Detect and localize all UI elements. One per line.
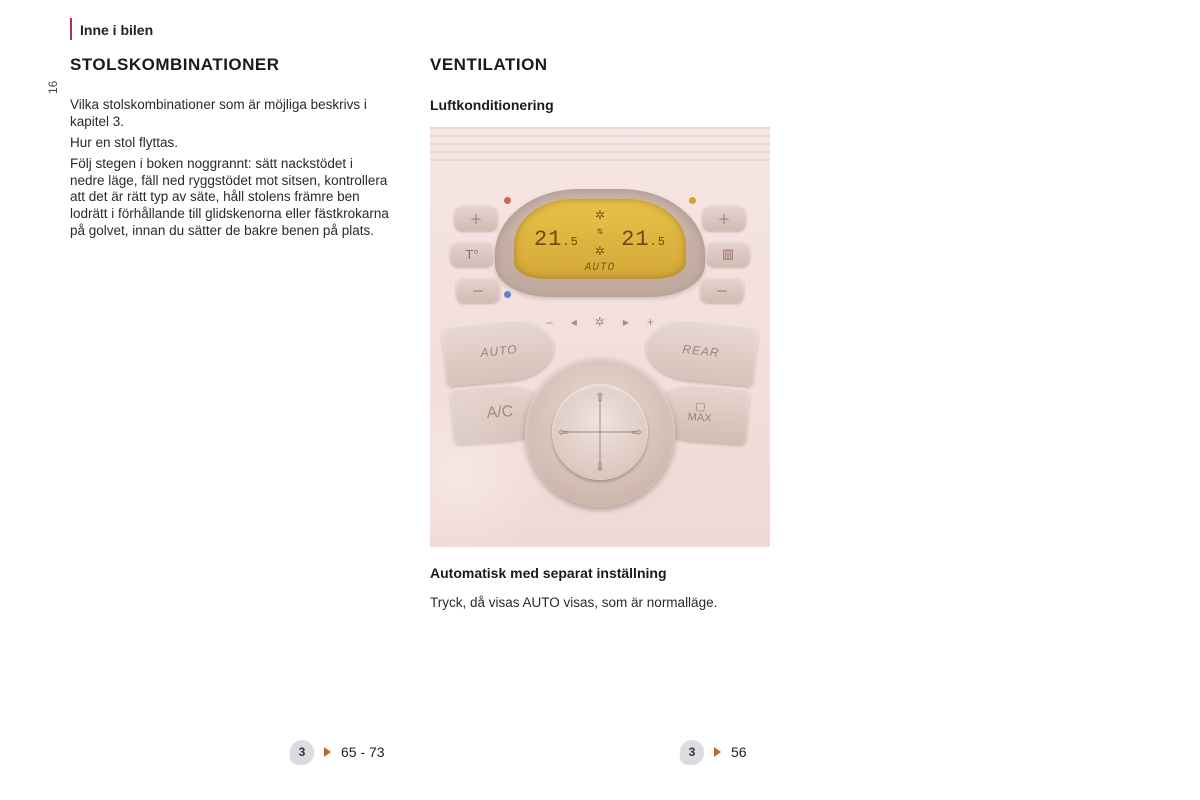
fan-arrow-row: – ◂ ✲ ▸ + [546,315,654,329]
chevron-right-icon [324,747,331,757]
dial-left-icon: ⇦ [558,425,568,439]
dial-right-icon: ⇨ [632,425,642,439]
dial-up-icon: ⇧ [595,390,605,404]
chevron-right-icon [714,747,721,757]
lcd-temp-left: 21.5 [534,227,579,252]
lcd-temp-right: 21.5 [621,227,666,252]
indicator-dot-blue [504,291,511,298]
heading-seats: STOLSKOMBINATIONER [70,55,390,75]
subheading-ac: Luftkonditionering [430,97,770,113]
windshield-icon: ▢MAX [687,401,712,425]
heading-ventilation: VENTILATION [430,55,770,75]
fan-left-icon: ◂ [571,315,577,329]
column-left: STOLSKOMBINATIONER Vilka stolskombinatio… [70,55,390,244]
column-right: VENTILATION Luftkonditionering 21.5 ✲ ⇅ … [430,55,770,616]
lcd-temp-right-dec: .5 [650,235,666,249]
lcd-temp-right-int: 21 [621,227,649,252]
fan-plus-icon: + [647,315,654,329]
indicator-dot-amber [689,197,696,204]
climate-control-figure: 21.5 ✲ ⇅ ✲ AUTO 21.5 ＋ T° － ＋ ▥ － [430,127,770,547]
fan-right-icon: ▸ [623,315,629,329]
max-label: MAX [687,412,712,425]
indicator-dot-red [504,197,511,204]
temp-up-right-button[interactable]: ＋ [702,205,746,231]
airflow-icon: ⇅ [597,226,603,238]
dial-down-icon: ⇩ [595,460,605,474]
auto-button[interactable]: AUTO [441,315,557,386]
auto-paragraph: Tryck, då visas AUTO visas, som är norma… [430,595,770,612]
page-number: 16 [46,81,60,94]
auto-button-label: AUTO [480,342,518,360]
seats-p2: Hur en stol flyttas. [70,135,390,152]
temp-down-left-button[interactable]: － [456,277,500,303]
lcd-center: ✲ ⇅ ✲ AUTO [585,204,615,274]
temp-up-left-button[interactable]: ＋ [454,205,498,231]
page-ref-left: 3 65 - 73 [290,740,385,764]
temp-mid-left-button[interactable]: T° [450,241,494,267]
chapter-chip: 3 [290,740,314,764]
lcd-temp-left-dec: .5 [562,235,578,249]
seats-p3: Följ stegen i boken noggrannt: sätt nack… [70,156,390,240]
fan-icon: ✲ [595,204,605,224]
dash-vent-slats [430,127,770,163]
seats-p1: Vilka stolskombinationer som är möjliga … [70,97,390,131]
page-ref-right: 3 56 [680,740,747,764]
subheading-auto: Automatisk med separat inställning [430,565,770,581]
page-range: 65 - 73 [341,744,385,760]
rear-button[interactable]: REAR [643,315,759,386]
section-rule [70,18,72,40]
page-range: 56 [731,744,747,760]
rear-button-label: REAR [682,342,721,360]
fan-minus-icon: – [546,315,553,329]
defrost-rear-button[interactable]: ▥ [706,241,750,267]
fan-icon-row: ✲ [595,315,605,329]
lcd-temp-left-int: 21 [534,227,562,252]
fan-icon-2: ✲ [595,240,605,260]
temp-down-right-button[interactable]: － [700,277,744,303]
section-label: Inne i bilen [80,22,153,38]
lcd-display: 21.5 ✲ ⇅ ✲ AUTO 21.5 [514,199,686,279]
lcd-auto-label: AUTO [585,262,615,274]
chapter-chip: 3 [680,740,704,764]
